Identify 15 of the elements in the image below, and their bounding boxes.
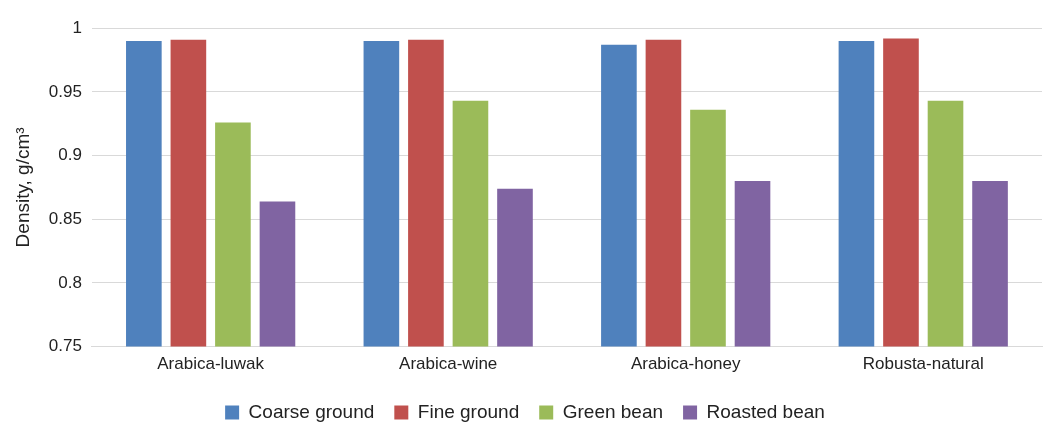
legend-label: Coarse ground <box>248 400 375 422</box>
y-tick-label: 0.95 <box>48 81 82 101</box>
y-tick-label: 0.85 <box>48 208 82 228</box>
y-tick-label: 0.9 <box>58 145 82 165</box>
legend-label: Green bean <box>562 400 664 422</box>
y-tick-label: 1 <box>72 17 82 37</box>
legend-label: Fine ground <box>417 400 520 422</box>
x-tick-label: Robusta-natural <box>862 354 984 374</box>
y-tick-label: 0.8 <box>58 272 82 292</box>
x-tick-label: Arabica-honey <box>630 354 742 374</box>
x-tick-label: Arabica-wine <box>399 354 498 374</box>
y-axis-title: Density, g/cm³ <box>11 127 33 248</box>
x-tick-label: Arabica-luwak <box>157 354 265 374</box>
legend-label: Roasted bean <box>706 400 825 422</box>
y-tick-label: 0.75 <box>48 336 82 356</box>
